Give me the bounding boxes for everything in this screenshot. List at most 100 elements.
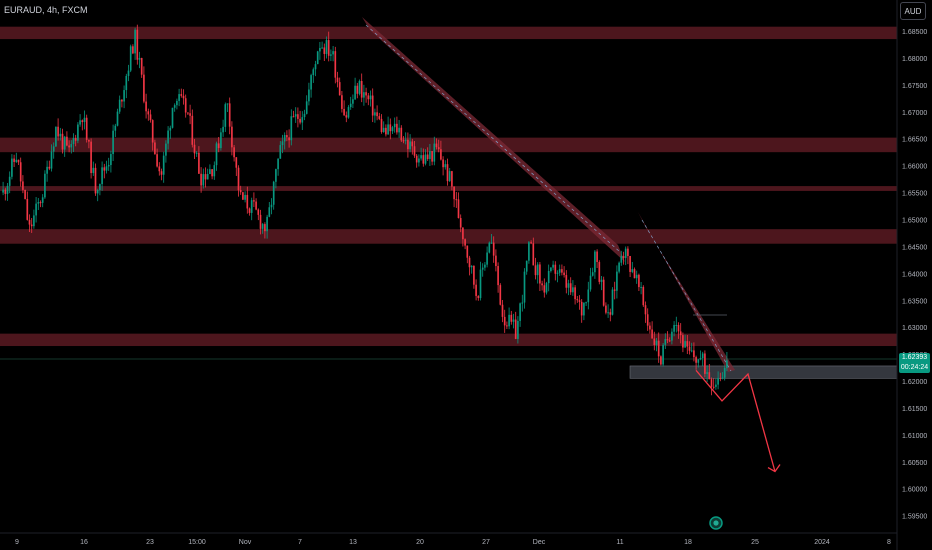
candle [310, 73, 312, 98]
candle-body [708, 372, 711, 380]
candle [440, 140, 442, 161]
candle-body [206, 174, 209, 180]
candle-body [330, 54, 332, 56]
candle [442, 156, 444, 176]
candle [292, 110, 295, 118]
candle-body [37, 202, 40, 204]
candle-body [24, 189, 26, 199]
candle-body [635, 274, 638, 279]
candle [530, 240, 532, 245]
candle-body [358, 81, 361, 94]
candle-body [404, 139, 407, 141]
event-marker-dot [713, 520, 719, 526]
candle-body [459, 218, 462, 228]
candle [380, 114, 383, 134]
candle-body [413, 146, 416, 156]
candle-body [706, 372, 708, 374]
candle-body [514, 319, 517, 339]
candle-body [629, 255, 631, 272]
candle [114, 123, 117, 138]
candle-body [376, 112, 378, 117]
price-tick-label: 1.60500 [902, 460, 927, 467]
candle-body [490, 242, 493, 244]
candle-body [77, 124, 79, 141]
resistance-zone [0, 186, 897, 191]
candle [158, 162, 161, 176]
candle [143, 66, 145, 104]
candle-body [484, 264, 486, 268]
candle [563, 266, 565, 278]
candle-body [468, 257, 471, 268]
candle-body [88, 139, 90, 142]
symbol-title: EURAUD, 4h, FXCM [4, 5, 88, 15]
candle [222, 119, 224, 137]
candle [556, 270, 559, 283]
candle [605, 302, 607, 315]
candle [191, 109, 194, 148]
candle-body [719, 377, 722, 379]
candle [96, 188, 99, 202]
candle-body [81, 120, 84, 123]
candle [475, 279, 477, 301]
candle-body [96, 190, 99, 194]
candle [2, 181, 4, 196]
candle-body [631, 269, 634, 272]
candle [664, 333, 667, 349]
candle-body [156, 154, 158, 167]
candle-body [332, 51, 334, 55]
candle-body [420, 155, 422, 159]
candle-body [195, 152, 198, 154]
candle [268, 201, 271, 218]
candle-body [402, 140, 405, 142]
candle-body [286, 135, 288, 138]
candle-body [479, 269, 482, 299]
candle [569, 277, 572, 295]
price-tick-label: 1.67500 [902, 83, 927, 90]
candle [149, 109, 152, 123]
candle-body [455, 199, 458, 201]
candle [679, 323, 682, 344]
candle [30, 217, 33, 233]
candle-body [649, 325, 651, 330]
candle-body [453, 186, 455, 200]
candle [726, 351, 728, 372]
candle-body [534, 265, 537, 276]
candle [420, 147, 422, 161]
candle-body [101, 167, 103, 185]
candle [400, 125, 403, 142]
price-tick-label: 1.68500 [902, 29, 927, 36]
candle-body [492, 242, 495, 256]
candle [660, 355, 662, 366]
candle-body [704, 353, 706, 374]
candle [611, 287, 614, 316]
candle-body [125, 75, 128, 91]
candle [231, 121, 233, 156]
candle-body [726, 360, 728, 368]
candle [528, 240, 530, 264]
candle-body [338, 82, 341, 96]
candle [666, 331, 669, 344]
candle-body [224, 104, 227, 127]
candle-body [341, 95, 343, 109]
candle-body [721, 377, 724, 379]
time-tick-label: 25 [751, 539, 759, 546]
candle [336, 71, 339, 88]
candle [651, 321, 653, 339]
candle-body [451, 171, 453, 187]
candle-body [462, 227, 464, 240]
candle [356, 82, 359, 99]
candle-body [116, 111, 119, 126]
currency-button[interactable]: AUD [900, 2, 926, 20]
time-tick-label: 11 [616, 539, 623, 546]
candle [308, 82, 310, 106]
candle [354, 77, 356, 101]
candle [281, 134, 284, 154]
candle-body [499, 285, 502, 305]
candle [209, 164, 211, 175]
candle-body [30, 224, 33, 227]
candle-body [57, 126, 59, 137]
candle-body [385, 127, 387, 135]
candle-body [448, 171, 451, 182]
candle [325, 36, 328, 59]
